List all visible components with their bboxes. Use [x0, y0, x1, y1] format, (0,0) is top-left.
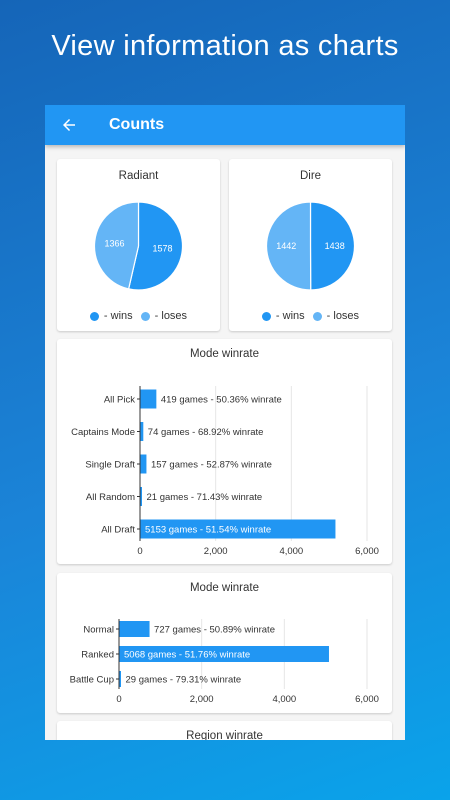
bar-data-label: 21 games - 71.43% winrate — [147, 492, 263, 503]
back-button[interactable] — [47, 105, 91, 145]
loses-dot-icon — [312, 311, 322, 321]
legend-label: - wins — [103, 310, 133, 322]
legend-label: - loses — [154, 310, 188, 322]
pie-value-label: 1578 — [153, 244, 173, 254]
chart-title: Region winrate — [186, 730, 263, 740]
pie-legend: - wins - loses — [57, 310, 220, 322]
pie-value-label: 1366 — [104, 238, 124, 248]
bar-data-label: 5153 games - 51.54% winrate — [145, 525, 271, 536]
category-label: Captains Mode — [71, 427, 135, 438]
legend-item-loses: - loses — [312, 310, 360, 322]
bar-data-label: 419 games - 50.36% winrate — [161, 395, 282, 406]
arrow-back-icon — [63, 119, 75, 131]
bar-data-label: 74 games - 68.92% winrate — [148, 427, 264, 438]
bar — [140, 389, 157, 409]
bar — [140, 519, 336, 539]
wins-dot-icon — [89, 311, 99, 321]
bar — [119, 646, 329, 662]
pie-value-label: 1442 — [276, 241, 296, 251]
pie-slice-loses — [265, 201, 312, 291]
mode-winrate-bar-chart: 0 2,000 4,000 6,000 All Pick 419 games - 50.3… — [71, 386, 379, 557]
x-tick-label: 0 — [116, 694, 121, 705]
bar — [140, 487, 142, 506]
pie-slice-loses — [93, 201, 140, 290]
legend-item-wins: - wins — [89, 310, 133, 322]
legend-label: - wins — [275, 310, 305, 322]
chart-title: Radiant — [118, 170, 159, 182]
x-tick-label: 6,000 — [355, 694, 379, 705]
pie-slice-wins — [309, 201, 356, 291]
chart-title: Dire — [299, 170, 322, 182]
x-tick-label: 2,000 — [190, 694, 214, 705]
region-winrate-card: Region winrate — [57, 721, 392, 740]
page-title: Counts — [109, 116, 165, 133]
chart-title: Mode winrate — [189, 582, 260, 594]
bar-data-label: 727 games - 50.89% winrate — [154, 625, 275, 636]
dire-pie-card: Dire 1438 1442 - wins - loses — [229, 159, 392, 331]
pie-value-label: 1438 — [325, 241, 345, 251]
bar-data-label: 5068 games - 51.76% winrate — [124, 650, 250, 661]
lobby-winrate-card: Mode winrate 0 2,000 4,000 6,000 Normal 727 g… — [57, 573, 392, 713]
loses-dot-icon — [140, 311, 150, 321]
legend-item-loses: - loses — [140, 310, 188, 322]
x-tick-label: 0 — [137, 546, 142, 557]
bar — [140, 422, 144, 441]
radiant-pie-card: Radiant 1578 1366 - wins - loses — [57, 159, 220, 331]
x-tick-label: 6,000 — [355, 546, 379, 557]
lobby-winrate-bar-chart: 0 2,000 4,000 6,000 Normal 727 games - 50.89%… — [70, 619, 379, 705]
category-label: Single Draft — [85, 460, 135, 471]
x-tick-label: 4,000 — [272, 694, 296, 705]
category-label: Ranked — [81, 650, 114, 661]
legend-label: - loses — [326, 310, 360, 322]
category-label: Battle Cup — [70, 675, 114, 686]
pie-slice-wins — [127, 201, 184, 291]
bar — [119, 671, 121, 687]
legend-item-wins: - wins — [261, 310, 305, 322]
x-tick-label: 2,000 — [204, 546, 228, 557]
chart-title: Mode winrate — [189, 348, 260, 360]
bar — [119, 621, 150, 637]
promo-title: View information as charts — [51, 30, 399, 62]
radiant-pie-chart: 1578 1366 — [93, 201, 184, 291]
bar-data-label: 157 games - 52.87% winrate — [151, 460, 272, 471]
mode-winrate-card: Mode winrate 0 2,000 4,000 6,000 All Pick 419… — [57, 339, 392, 564]
phone-screen: Counts Radiant 1578 1366 - wins - loses D… — [45, 105, 405, 740]
bar-data-label: 29 games - 79.31% winrate — [126, 675, 242, 686]
category-label: Normal — [83, 625, 114, 636]
category-label: All Draft — [101, 525, 135, 536]
pie-legend: - wins - loses — [229, 310, 392, 322]
category-label: All Pick — [104, 395, 135, 406]
bar — [140, 454, 147, 474]
dire-pie-chart: 1438 1442 — [265, 201, 356, 291]
x-tick-label: 4,000 — [279, 546, 303, 557]
category-label: All Random — [86, 492, 135, 503]
wins-dot-icon — [261, 311, 271, 321]
app-bar: Counts — [45, 105, 405, 145]
